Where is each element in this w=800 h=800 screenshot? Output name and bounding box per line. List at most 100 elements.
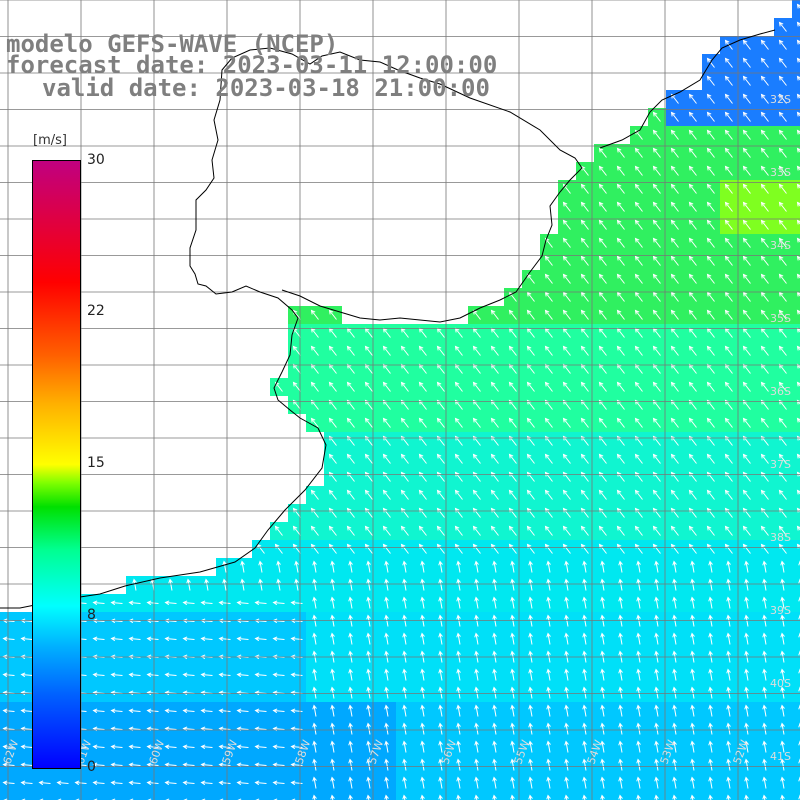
wind-arrow [508,309,517,320]
wind-arrow [744,596,749,609]
wind-cell [288,792,306,800]
wind-arrow [456,704,461,717]
wind-arrow [760,309,769,320]
wind-arrow [744,632,749,645]
wind-arrow [254,636,267,642]
wind-arrow [400,525,409,536]
wind-arrow [724,417,733,428]
wind-arrow [544,309,553,320]
wind-arrow [384,776,389,789]
wind-arrow [708,596,713,609]
wind-arrow [708,704,713,717]
wind-arrow [580,237,589,248]
wind-arrow [654,560,659,573]
wind-arrow [528,722,533,735]
wind-cell [216,792,234,800]
wind-cell [792,18,800,36]
wind-arrow [366,614,371,627]
wind-arrow [690,578,695,591]
wind-arrow [636,794,641,800]
wind-arrow [778,129,787,140]
wind-arrow [760,255,769,266]
wind-arrow [146,600,159,606]
wind-arrow [182,636,195,642]
wind-arrow [420,776,425,789]
wind-arrow [744,722,749,735]
wind-arrow [778,111,787,122]
wind-arrow [652,381,661,392]
wind-arrow [688,237,697,248]
wind-arrow [652,201,661,212]
wind-arrow [724,345,733,356]
wind-arrow [726,722,731,735]
wind-arrow [670,417,679,428]
colorbar-tick-30: 30 [87,152,105,168]
wind-arrow [778,183,787,194]
wind-arrow [780,704,785,717]
wind-arrow [742,417,751,428]
wind-arrow [544,291,553,302]
wind-arrow [564,614,569,627]
wind-arrow [598,201,607,212]
wind-arrow [92,744,105,750]
wind-arrow [708,614,713,627]
wind-arrow [384,794,389,800]
wind-arrow [798,758,800,764]
wind-arrow [616,165,625,176]
wind-arrow [272,708,285,714]
wind-cell [252,792,270,800]
wind-arrow [348,704,353,717]
wind-arrow [724,363,733,374]
wind-arrow [742,309,751,320]
wind-arrow [598,453,607,464]
wind-arrow [366,578,371,591]
wind-arrow [582,578,587,591]
wind-arrow [742,381,751,392]
wind-arrow [492,578,497,591]
wind-arrow [164,744,177,750]
wind-arrow [420,758,425,771]
wind-cell [792,774,800,792]
wind-arrow [672,758,677,771]
wind-arrow [492,758,497,771]
wind-arrow [472,417,481,428]
wind-arrow [616,417,625,428]
wind-arrow [290,762,303,768]
colorbar-tick-8: 8 [87,607,96,623]
wind-arrow [402,614,407,627]
wind-arrow [366,722,371,735]
wind-arrow [724,75,733,86]
wind-arrow [760,525,769,536]
wind-arrow [742,183,751,194]
wind-arrow [688,417,697,428]
wind-arrow [364,453,373,464]
wind-arrow [618,758,623,771]
wind-arrow [310,363,319,374]
wind-arrow [384,686,389,699]
wind-arrow [510,686,515,699]
wind-arrow [546,668,551,681]
wind-cell [792,576,800,594]
wind-arrow [402,776,407,789]
wind-arrow [706,255,715,266]
wind-arrow [454,417,463,428]
wind-arrow [690,722,695,735]
wind-arrow [510,740,515,753]
wind-arrow [670,381,679,392]
wind-arrow [526,345,535,356]
wind-arrow [580,381,589,392]
wind-arrow [346,345,355,356]
wind-arrow [564,686,569,699]
wind-arrow [366,758,371,771]
wind-arrow [760,165,769,176]
wind-arrow [742,57,751,68]
wind-arrow [510,794,515,800]
wind-arrow [420,632,425,645]
wind-cell [180,792,198,800]
wind-arrow [762,578,767,591]
wind-arrow [546,614,551,627]
wind-arrow [328,381,337,392]
wind-arrow [598,165,607,176]
wind-arrow [456,722,461,735]
wind-cell [792,54,800,72]
